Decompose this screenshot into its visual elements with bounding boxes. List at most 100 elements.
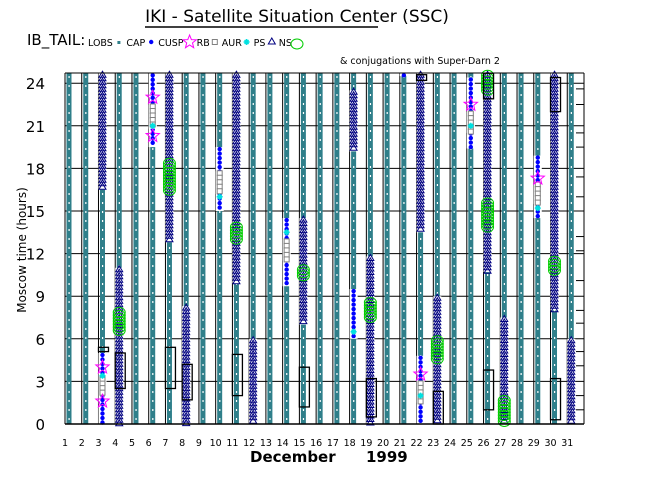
ps-marker	[483, 84, 492, 92]
ps-marker	[566, 360, 576, 368]
ps-marker	[232, 112, 241, 120]
lobs-mark	[152, 400, 154, 402]
lobs-mark	[554, 310, 556, 312]
lobs-mark	[85, 301, 87, 303]
ps-marker	[483, 140, 492, 148]
ps-marker	[181, 352, 191, 360]
ns-marker	[162, 181, 176, 193]
lobs-mark	[101, 265, 104, 267]
lobs-mark	[353, 238, 355, 240]
lobs-mark	[202, 184, 204, 186]
ps-marker	[299, 281, 308, 290]
lobs-mark	[152, 247, 154, 249]
lobs-mark	[118, 139, 120, 141]
ps-marker	[416, 189, 425, 197]
lobs-mark	[118, 247, 120, 249]
ps-marker	[483, 129, 492, 138]
lobs-mark	[520, 283, 522, 285]
x-tick-label: 11	[226, 438, 238, 449]
lobs-mark	[403, 319, 405, 321]
ps-marker	[232, 91, 241, 99]
lobs-mark	[85, 130, 87, 132]
lobs-mark	[219, 364, 221, 366]
lobs-mark	[185, 130, 187, 132]
lobs-mark	[319, 256, 321, 258]
segment-background	[366, 256, 375, 424]
ps-marker	[416, 101, 425, 110]
lobs-mark	[386, 247, 388, 249]
lobs-mark	[537, 139, 539, 141]
ps-marker	[550, 192, 559, 201]
ps-marker	[165, 73, 174, 82]
lobs-mark	[302, 166, 305, 168]
x-tick-label: 5	[129, 438, 135, 449]
ps-marker	[232, 203, 241, 211]
ns-marker	[497, 406, 511, 418]
lobs-mark	[537, 76, 539, 78]
ps-marker	[566, 339, 576, 347]
x-tick-label: 27	[494, 438, 506, 449]
lobs-mark	[219, 400, 221, 402]
lobs-mark	[487, 328, 489, 330]
ps-marker	[165, 227, 174, 236]
lobs-mark	[386, 175, 388, 177]
ps-marker	[181, 345, 191, 353]
ps-marker	[483, 175, 492, 183]
ps-marker	[416, 164, 425, 173]
ps-marker	[181, 397, 191, 406]
lobs-mark	[185, 85, 187, 87]
ps-marker	[550, 287, 559, 295]
lobs-mark	[470, 175, 472, 177]
ps-marker	[499, 321, 509, 329]
cap-marker	[150, 86, 155, 91]
cap-marker	[418, 414, 423, 419]
lobs-mark	[537, 373, 539, 375]
ps-marker	[499, 405, 509, 413]
lobs-mark	[252, 184, 254, 186]
lobs-mark	[403, 373, 405, 375]
ps-marker	[232, 192, 241, 201]
ps-marker	[114, 278, 124, 287]
lobs-mark	[403, 328, 405, 330]
lobs-mark	[252, 202, 254, 204]
lobs-mark	[570, 319, 572, 321]
lobs-mark	[336, 391, 338, 393]
ps-marker	[248, 356, 258, 365]
lobs-mark	[202, 346, 204, 348]
x-tick-label: 29	[528, 438, 540, 449]
lobs-mark	[118, 148, 120, 150]
lobs-mark	[470, 211, 472, 213]
legend-icon-ns	[290, 38, 304, 50]
lobs-mark	[420, 319, 422, 321]
ps-marker	[483, 73, 492, 82]
lobs-mark	[219, 409, 221, 411]
lobs-mark	[487, 418, 489, 420]
ps-marker	[232, 150, 241, 159]
lobs-mark	[68, 103, 70, 105]
cap-marker	[418, 409, 423, 415]
ps-marker	[165, 206, 174, 215]
lobs-mark	[336, 364, 338, 366]
lobs-mark	[353, 211, 355, 213]
lobs-mark	[135, 202, 137, 204]
lobs-mark	[470, 319, 472, 321]
lobs-mark	[85, 292, 87, 294]
lobs-mark	[520, 193, 522, 195]
lobs-mark	[286, 355, 288, 357]
ps-marker	[550, 196, 559, 204]
lobs-mark	[219, 319, 221, 321]
ps-marker	[365, 379, 375, 387]
ps-marker	[114, 345, 124, 353]
lobs-mark	[219, 301, 221, 303]
lobs-mark	[269, 346, 271, 348]
ps-marker	[550, 91, 559, 99]
cap-marker	[217, 205, 222, 210]
lobs-mark	[286, 292, 288, 294]
lobs-mark	[118, 193, 120, 195]
ps-marker	[432, 307, 442, 315]
ps-marker	[98, 126, 107, 134]
lobs-mark	[570, 283, 572, 285]
lobs-mark	[269, 220, 271, 222]
ps-marker	[98, 140, 107, 148]
lobs-mark	[185, 202, 187, 204]
